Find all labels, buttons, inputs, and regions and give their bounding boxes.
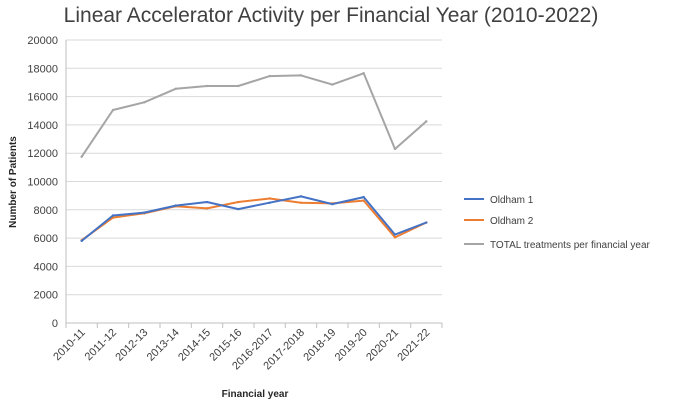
data-point bbox=[268, 197, 271, 200]
data-point bbox=[393, 147, 397, 151]
data-point bbox=[362, 72, 365, 75]
x-tick-label: 2021-22 bbox=[395, 327, 432, 364]
y-tick-label: 10000 bbox=[27, 177, 58, 189]
data-point bbox=[80, 155, 83, 158]
y-tick-label: 18000 bbox=[27, 63, 58, 75]
data-point bbox=[331, 83, 334, 86]
data-point bbox=[205, 207, 209, 210]
legend-entry: TOTAL treatments per financial year bbox=[490, 240, 651, 251]
x-tick-label: 2018-19 bbox=[301, 327, 338, 364]
data-point bbox=[331, 202, 334, 206]
data-point bbox=[268, 74, 271, 78]
series-line-1 bbox=[81, 195, 427, 242]
y-tick-label: 14000 bbox=[27, 120, 58, 132]
data-point bbox=[111, 108, 115, 112]
gridlines bbox=[66, 39, 442, 296]
x-tick-label: 2010-11 bbox=[51, 327, 87, 363]
data-point bbox=[425, 221, 428, 224]
data-point bbox=[237, 84, 240, 88]
y-tick-label: 2000 bbox=[34, 290, 58, 302]
data-point bbox=[80, 239, 83, 243]
chart-title: Linear Accelerator Activity per Financia… bbox=[64, 4, 599, 27]
data-point bbox=[362, 195, 365, 199]
y-tick-label: 0 bbox=[52, 318, 58, 330]
data-point bbox=[143, 101, 146, 104]
x-tick-label: 2011-12 bbox=[83, 327, 119, 363]
legend: Oldham 1 Oldham 2 TOTAL treatments per fin… bbox=[464, 195, 651, 251]
legend-entry: Oldham 2 bbox=[490, 216, 534, 227]
data-point bbox=[393, 236, 397, 239]
data-point bbox=[362, 199, 365, 202]
data-series bbox=[80, 72, 428, 243]
y-tick-label: 8000 bbox=[34, 205, 58, 217]
data-point bbox=[237, 200, 240, 204]
data-point bbox=[268, 201, 271, 204]
data-point bbox=[299, 201, 303, 204]
x-tick-label: 2019-20 bbox=[333, 327, 370, 364]
x-tick-label: 2013-14 bbox=[145, 327, 182, 364]
y-tick-label: 20000 bbox=[27, 35, 58, 47]
series-line-2 bbox=[81, 197, 427, 242]
data-point bbox=[205, 84, 209, 88]
data-point bbox=[174, 87, 177, 91]
x-axis-label: Financial year bbox=[222, 389, 289, 400]
y-tick-label: 12000 bbox=[27, 148, 58, 160]
data-point bbox=[299, 74, 303, 77]
series-line-3 bbox=[80, 72, 427, 158]
y-tick-label: 6000 bbox=[34, 233, 58, 245]
data-point bbox=[393, 233, 397, 236]
data-point bbox=[111, 214, 115, 217]
y-tick-label: 16000 bbox=[27, 92, 58, 104]
data-point bbox=[299, 195, 303, 198]
data-point bbox=[143, 211, 146, 214]
y-axis-label: Number of Patients bbox=[8, 136, 19, 228]
data-point bbox=[174, 204, 177, 207]
data-point bbox=[237, 207, 240, 211]
x-tick-label: 2012-13 bbox=[113, 327, 150, 364]
x-tick-label: 2020-21 bbox=[364, 327, 401, 364]
data-point bbox=[205, 200, 209, 204]
y-tick-label: 4000 bbox=[34, 261, 58, 273]
x-tick-label: 2014-15 bbox=[176, 327, 213, 364]
data-point bbox=[425, 120, 428, 123]
legend-entry: Oldham 1 bbox=[490, 195, 534, 206]
